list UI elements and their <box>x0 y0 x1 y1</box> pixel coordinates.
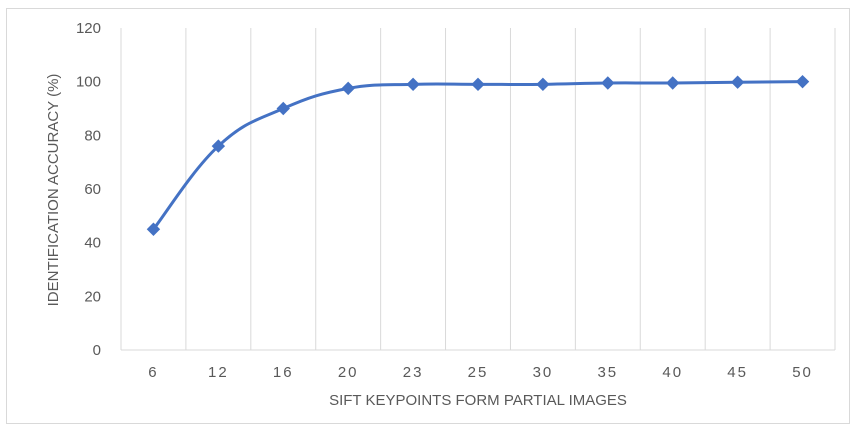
x-axis-title: SIFT KEYPOINTS FORM PARTIAL IMAGES <box>329 392 627 409</box>
chart-frame <box>6 8 850 424</box>
y-tick-label: 40 <box>84 235 101 252</box>
grid-lines <box>120 28 836 350</box>
y-tick-label: 0 <box>93 342 101 359</box>
data-point-marker <box>341 81 355 96</box>
x-tick-label: 20 <box>338 364 359 381</box>
x-tick-label: 12 <box>208 364 229 381</box>
series-group <box>146 74 810 236</box>
data-point-marker <box>471 77 485 92</box>
x-tick-label: 25 <box>468 364 489 381</box>
x-tick-label: 6 <box>148 364 158 381</box>
x-tick-label: 30 <box>533 364 554 381</box>
data-point-marker <box>666 76 680 90</box>
x-tick-label: 16 <box>273 364 294 381</box>
x-tick-label: 40 <box>662 364 683 381</box>
x-tick-labels: 6 12 16 20 23 25 30 35 40 45 50 <box>148 364 813 381</box>
data-point-marker <box>795 74 810 89</box>
x-tick-label: 23 <box>403 364 424 381</box>
data-point-marker <box>406 77 420 92</box>
y-tick-label: 60 <box>84 181 101 198</box>
data-point-marker <box>536 77 550 92</box>
data-point-marker <box>601 76 615 90</box>
data-point-marker <box>730 75 745 89</box>
y-tick-label: 80 <box>84 127 101 144</box>
data-point-marker <box>146 222 161 236</box>
data-point-marker <box>276 101 290 116</box>
y-tick-label: 20 <box>84 288 101 305</box>
data-point-marker <box>211 139 226 153</box>
x-tick-label: 35 <box>597 364 618 381</box>
x-tick-label: 45 <box>727 364 748 381</box>
y-axis-title: IDENTIFICATION ACCURACY (%) <box>45 74 62 307</box>
x-tick-label: 50 <box>792 364 813 381</box>
y-tick-label: 100 <box>76 74 101 91</box>
y-tick-label: 120 <box>76 20 101 37</box>
y-tick-labels: 0 20 40 60 80 100 120 <box>76 20 101 359</box>
